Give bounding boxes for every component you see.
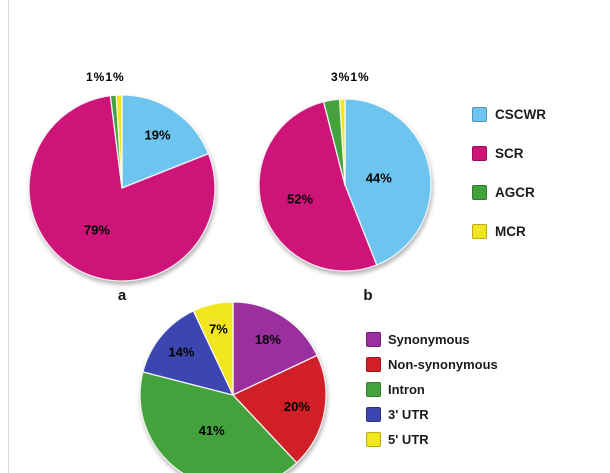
legend-item-mcr: MCR — [472, 221, 546, 241]
slice-label: 41% — [199, 423, 225, 438]
legend-item-non-synonymous: Non-synonymous — [366, 355, 498, 373]
slice-label: 52% — [287, 192, 313, 207]
legend-label-agcr: AGCR — [495, 184, 535, 200]
pie-slice-scr — [258, 100, 378, 272]
legend-item-agcr: AGCR — [472, 182, 546, 202]
legend-label-3utr: 3' UTR — [388, 406, 429, 422]
legend-item-cscwr: CSCWR — [472, 104, 546, 124]
slice-label: 7% — [209, 322, 228, 337]
pie-slice-cscwr — [344, 98, 432, 266]
pie-chart-b: 44% 52% — [258, 98, 432, 272]
caption-b: b — [363, 287, 373, 304]
slice-label: 14% — [168, 344, 194, 359]
pie-slice-intron — [139, 371, 298, 473]
legend-label-intron: Intron — [388, 381, 425, 397]
small-slice-labels-b: 3%1% — [331, 70, 370, 84]
legend-swatch-5utr — [366, 431, 381, 447]
slice-label: 44% — [366, 171, 392, 186]
pie-slice-mcr — [115, 94, 123, 189]
legend-label-cscwr: CSCWR — [495, 106, 546, 122]
slice-label: 18% — [255, 332, 281, 347]
legend-swatch-mcr — [472, 223, 487, 239]
pie-slice-scr — [28, 95, 216, 282]
pie-slice-non-synonymous — [231, 354, 327, 464]
pie-slice-5-utr — [192, 301, 234, 396]
legend-swatch-intron — [366, 381, 381, 397]
page-edge-line — [8, 0, 9, 473]
pie-slice-cscwr — [121, 94, 210, 189]
legend-label-scr: SCR — [495, 145, 524, 161]
pie-chart-a: 19% 79% — [28, 94, 216, 282]
pie-chart-c: 18% 20% 41% 14% 7% — [139, 301, 327, 473]
legend-swatch-cscwr — [472, 106, 487, 122]
legend-swatch-3utr — [366, 406, 381, 422]
legend-label-mcr: MCR — [495, 223, 526, 239]
legend-swatch-non-synonymous — [366, 356, 381, 372]
legend-label-synonymous: Synonymous — [388, 331, 470, 347]
legend-item-scr: SCR — [472, 143, 546, 163]
slice-label: 20% — [284, 399, 310, 414]
small-slice-labels-a: 1%1% — [86, 70, 125, 84]
legend-item-synonymous: Synonymous — [366, 330, 498, 348]
legend-label-5utr: 5' UTR — [388, 431, 429, 447]
legend-swatch-agcr — [472, 184, 487, 200]
legend-item-5utr: 5' UTR — [366, 430, 498, 448]
legend-label-non-synonymous: Non-synonymous — [388, 356, 498, 372]
slice-label: 79% — [84, 222, 110, 237]
legend-bottom: Synonymous Non-synonymous Intron 3' UTR … — [366, 330, 498, 448]
pie-slice-synonymous — [232, 301, 319, 397]
legend-swatch-scr — [472, 145, 487, 161]
legend-swatch-synonymous — [366, 331, 381, 347]
legend-item-intron: Intron — [366, 380, 498, 398]
pie-slice-3-utr — [142, 309, 235, 396]
pie-slice-mcr — [338, 98, 346, 186]
slice-label: 19% — [144, 128, 170, 143]
caption-a: a — [117, 287, 127, 304]
legend-item-3utr: 3' UTR — [366, 405, 498, 423]
legend-top: CSCWR SCR AGCR MCR — [472, 104, 546, 241]
